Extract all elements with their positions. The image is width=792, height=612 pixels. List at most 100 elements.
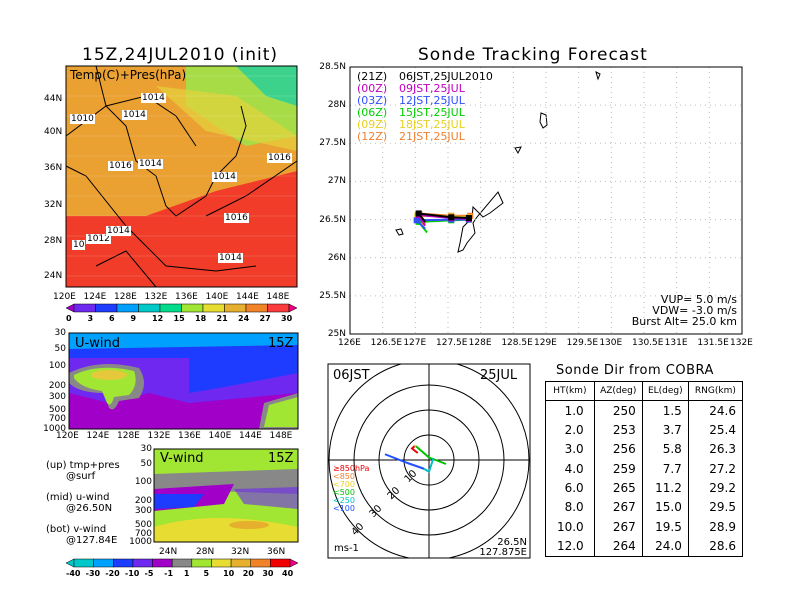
pressure-tick: 100 — [48, 361, 66, 371]
pressure-tick: 1000 — [43, 424, 66, 434]
pressure-tick: 50 — [140, 459, 152, 469]
table-cell: 25.4 — [687, 420, 744, 440]
lon-tick: 140E — [205, 292, 229, 302]
pressure-tick: 300 — [48, 392, 66, 402]
pressure-tick: 30 — [140, 444, 152, 454]
legend-name: 21JST,25JUL — [399, 130, 465, 143]
hodo-legend-item: <100 — [333, 504, 355, 513]
colorbar-label: 1 — [183, 569, 190, 578]
pressure-tick: 50 — [54, 344, 66, 354]
colorbar-swatch — [181, 303, 204, 313]
table-row: 8.0 267 15.0 29.5 — [545, 497, 744, 518]
legend-name: 15JST,25JUL — [399, 106, 465, 119]
pressure-tick: 500 — [48, 405, 66, 415]
plot-frame — [349, 66, 743, 335]
hodo-legend-item: <500 — [333, 488, 355, 497]
track-point — [448, 214, 455, 221]
lon-tick: 131.5E — [697, 338, 729, 348]
pressure-tick: 30 — [54, 328, 66, 338]
lat-tick: 44N — [44, 94, 63, 104]
colorbar-label: -20 — [105, 569, 120, 578]
pressure-tick: 1000 — [129, 537, 152, 547]
lat-tick: 36N — [267, 547, 286, 557]
lat-tick: 32N — [44, 200, 63, 210]
island-outline — [514, 146, 522, 155]
lon-tick: 148E — [269, 431, 293, 441]
colorbar-label: 15 — [173, 314, 185, 323]
colorbar-label: 30 — [281, 314, 293, 323]
u-wind-label: U-wind — [75, 336, 120, 351]
table-cell: 28.9 — [687, 517, 744, 537]
island-outline — [595, 71, 601, 81]
table-row: 2.0 253 3.7 25.4 — [545, 420, 744, 440]
lon-tick: 120E — [56, 431, 79, 441]
colorbar-swatch — [95, 303, 118, 313]
left-title: 15Z,24JUL2010 (init) — [82, 45, 279, 65]
track-line — [414, 218, 469, 230]
colorbar-label: 21 — [216, 314, 228, 323]
table-cell: 15.0 — [641, 497, 689, 518]
isobar — [205, 160, 298, 217]
colorbar-arrow-right — [289, 558, 299, 568]
colorbar-label: 18 — [195, 314, 207, 323]
lon-tick: 128.5E — [501, 338, 533, 348]
pressure-label: 1012 — [86, 234, 111, 244]
pressure-label: 1014 — [122, 110, 147, 120]
colorbar-swatch — [113, 558, 134, 568]
lon-tick: 129E — [534, 338, 557, 348]
colorbar-arrow-left — [65, 558, 75, 568]
table-cell: 6.0 — [545, 478, 595, 498]
plot-frame — [327, 363, 531, 559]
okinawa-outline — [457, 191, 504, 253]
table-cell: 7.7 — [641, 459, 689, 479]
hodograph-segment — [423, 457, 435, 474]
legend-name: 18JST,25JUL — [399, 118, 465, 131]
colorbar-swatch — [171, 558, 193, 568]
table-row: 12.0 264 24.0 28.6 — [545, 536, 744, 557]
colorbar-swatch — [159, 303, 182, 313]
lat-tick: 27.5N — [319, 138, 346, 149]
temp-zone-green — [236, 66, 297, 106]
table-row: 3.0 256 5.8 26.3 — [545, 439, 744, 460]
track-map — [349, 66, 743, 335]
lat-tick: 24N — [44, 271, 63, 281]
colorbar-swatch — [191, 558, 212, 568]
table-cell: 24.0 — [641, 536, 689, 557]
lat-tick: 28.5N — [319, 62, 346, 72]
table-cell: 19.5 — [641, 517, 689, 537]
table-title: Sonde Dir from COBRA — [556, 363, 714, 378]
note-line: (up) tmp+pres — [46, 460, 120, 471]
colorbar-label: 12 — [152, 314, 164, 323]
lon-tick: 126E — [338, 338, 361, 348]
colorbar-swatch — [270, 558, 291, 568]
pressure-label: 1016 — [267, 153, 292, 163]
table-row: 6.0 265 11.2 29.2 — [545, 478, 744, 498]
colorbar-label: 0 — [66, 314, 72, 323]
lon-tick: 136E — [175, 292, 198, 302]
table-cell: 2.0 — [545, 420, 595, 440]
colorbar-arrow-right — [288, 303, 298, 313]
table-cell: 1.0 — [545, 400, 595, 421]
island-outline — [539, 112, 548, 129]
hodograph-segment — [410, 445, 419, 454]
column-header: EL(deg) — [641, 381, 689, 401]
wind-colorbar — [65, 558, 299, 568]
hodograph-segment — [415, 445, 447, 465]
lon-tick: 120E — [53, 292, 76, 302]
pressure-label: 1016 — [224, 213, 249, 223]
note-line: @26.50N — [66, 503, 113, 514]
hodo-lat: 26.5N — [497, 537, 527, 548]
island-outline — [395, 228, 404, 236]
hodo-legend-item: <700 — [333, 480, 355, 489]
lon-tick: 124E — [86, 431, 110, 441]
table-row: 1.0 250 1.5 24.6 — [545, 400, 744, 421]
colorbar-label: 5 — [203, 569, 210, 578]
colorbar-swatch — [93, 558, 114, 568]
lon-tick: 131E — [664, 338, 688, 348]
colorbar-label: 24 — [238, 314, 250, 323]
lat-tick: 28N — [327, 100, 346, 111]
table-cell: 267 — [593, 517, 643, 537]
colorbar-swatch — [250, 558, 271, 568]
lat-tick: 36N — [44, 163, 63, 173]
table-cell: 29.5 — [687, 497, 744, 518]
